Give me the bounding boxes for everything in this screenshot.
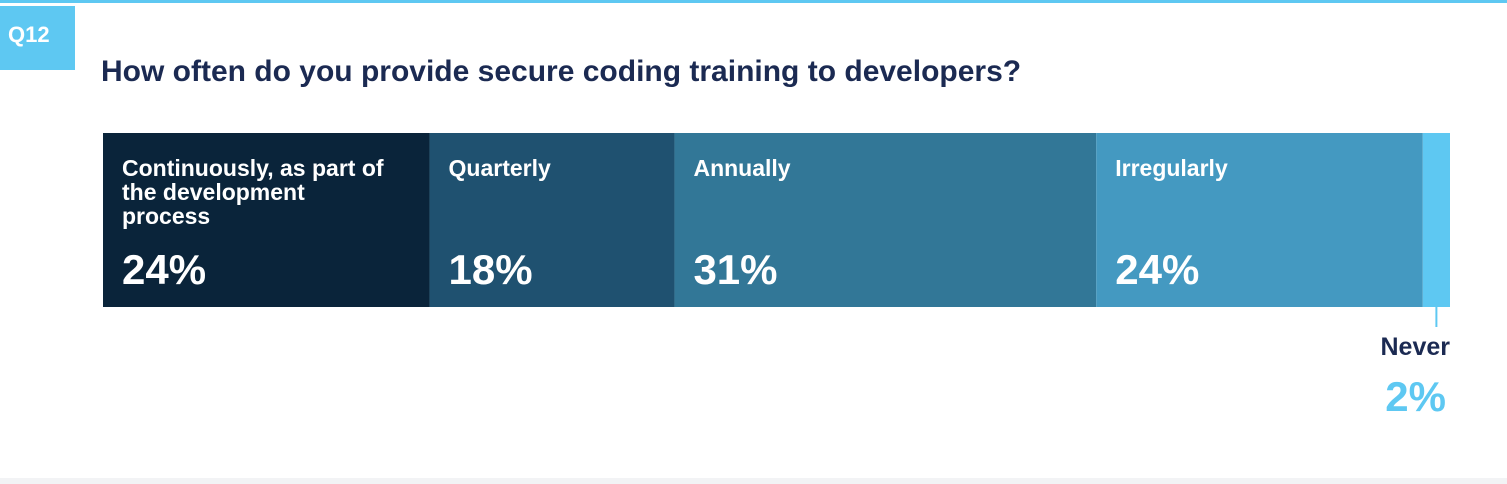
chart-title: How often do you provide secure coding t… [101, 55, 1022, 88]
bar-segment-irregularly [1096, 133, 1423, 307]
segment-label-annually: Annually [693, 155, 790, 181]
segment-label-quarterly: Quarterly [449, 155, 551, 181]
segment-value-continuously-as-part-of: 24% [122, 246, 206, 293]
bar-segment-quarterly [429, 133, 675, 307]
segment-label-continuously-as-part-of: Continuously, as part of the development p… [122, 155, 384, 229]
segment-label-irregularly: Irregularly [1115, 155, 1228, 181]
segment-value-irregularly: 24% [1115, 246, 1199, 293]
segment-value-quarterly: 18% [449, 246, 533, 293]
callout-value-never: 2% [1385, 373, 1446, 420]
bar-segment-never [1422, 133, 1450, 307]
bar-segment-continuously-as-part-of [103, 133, 430, 307]
callout-label-never: Never [1381, 333, 1451, 361]
segment-value-annually: 31% [693, 246, 777, 293]
bar-segment-annually [674, 133, 1097, 307]
question-number-badge: Q12 [0, 6, 75, 70]
